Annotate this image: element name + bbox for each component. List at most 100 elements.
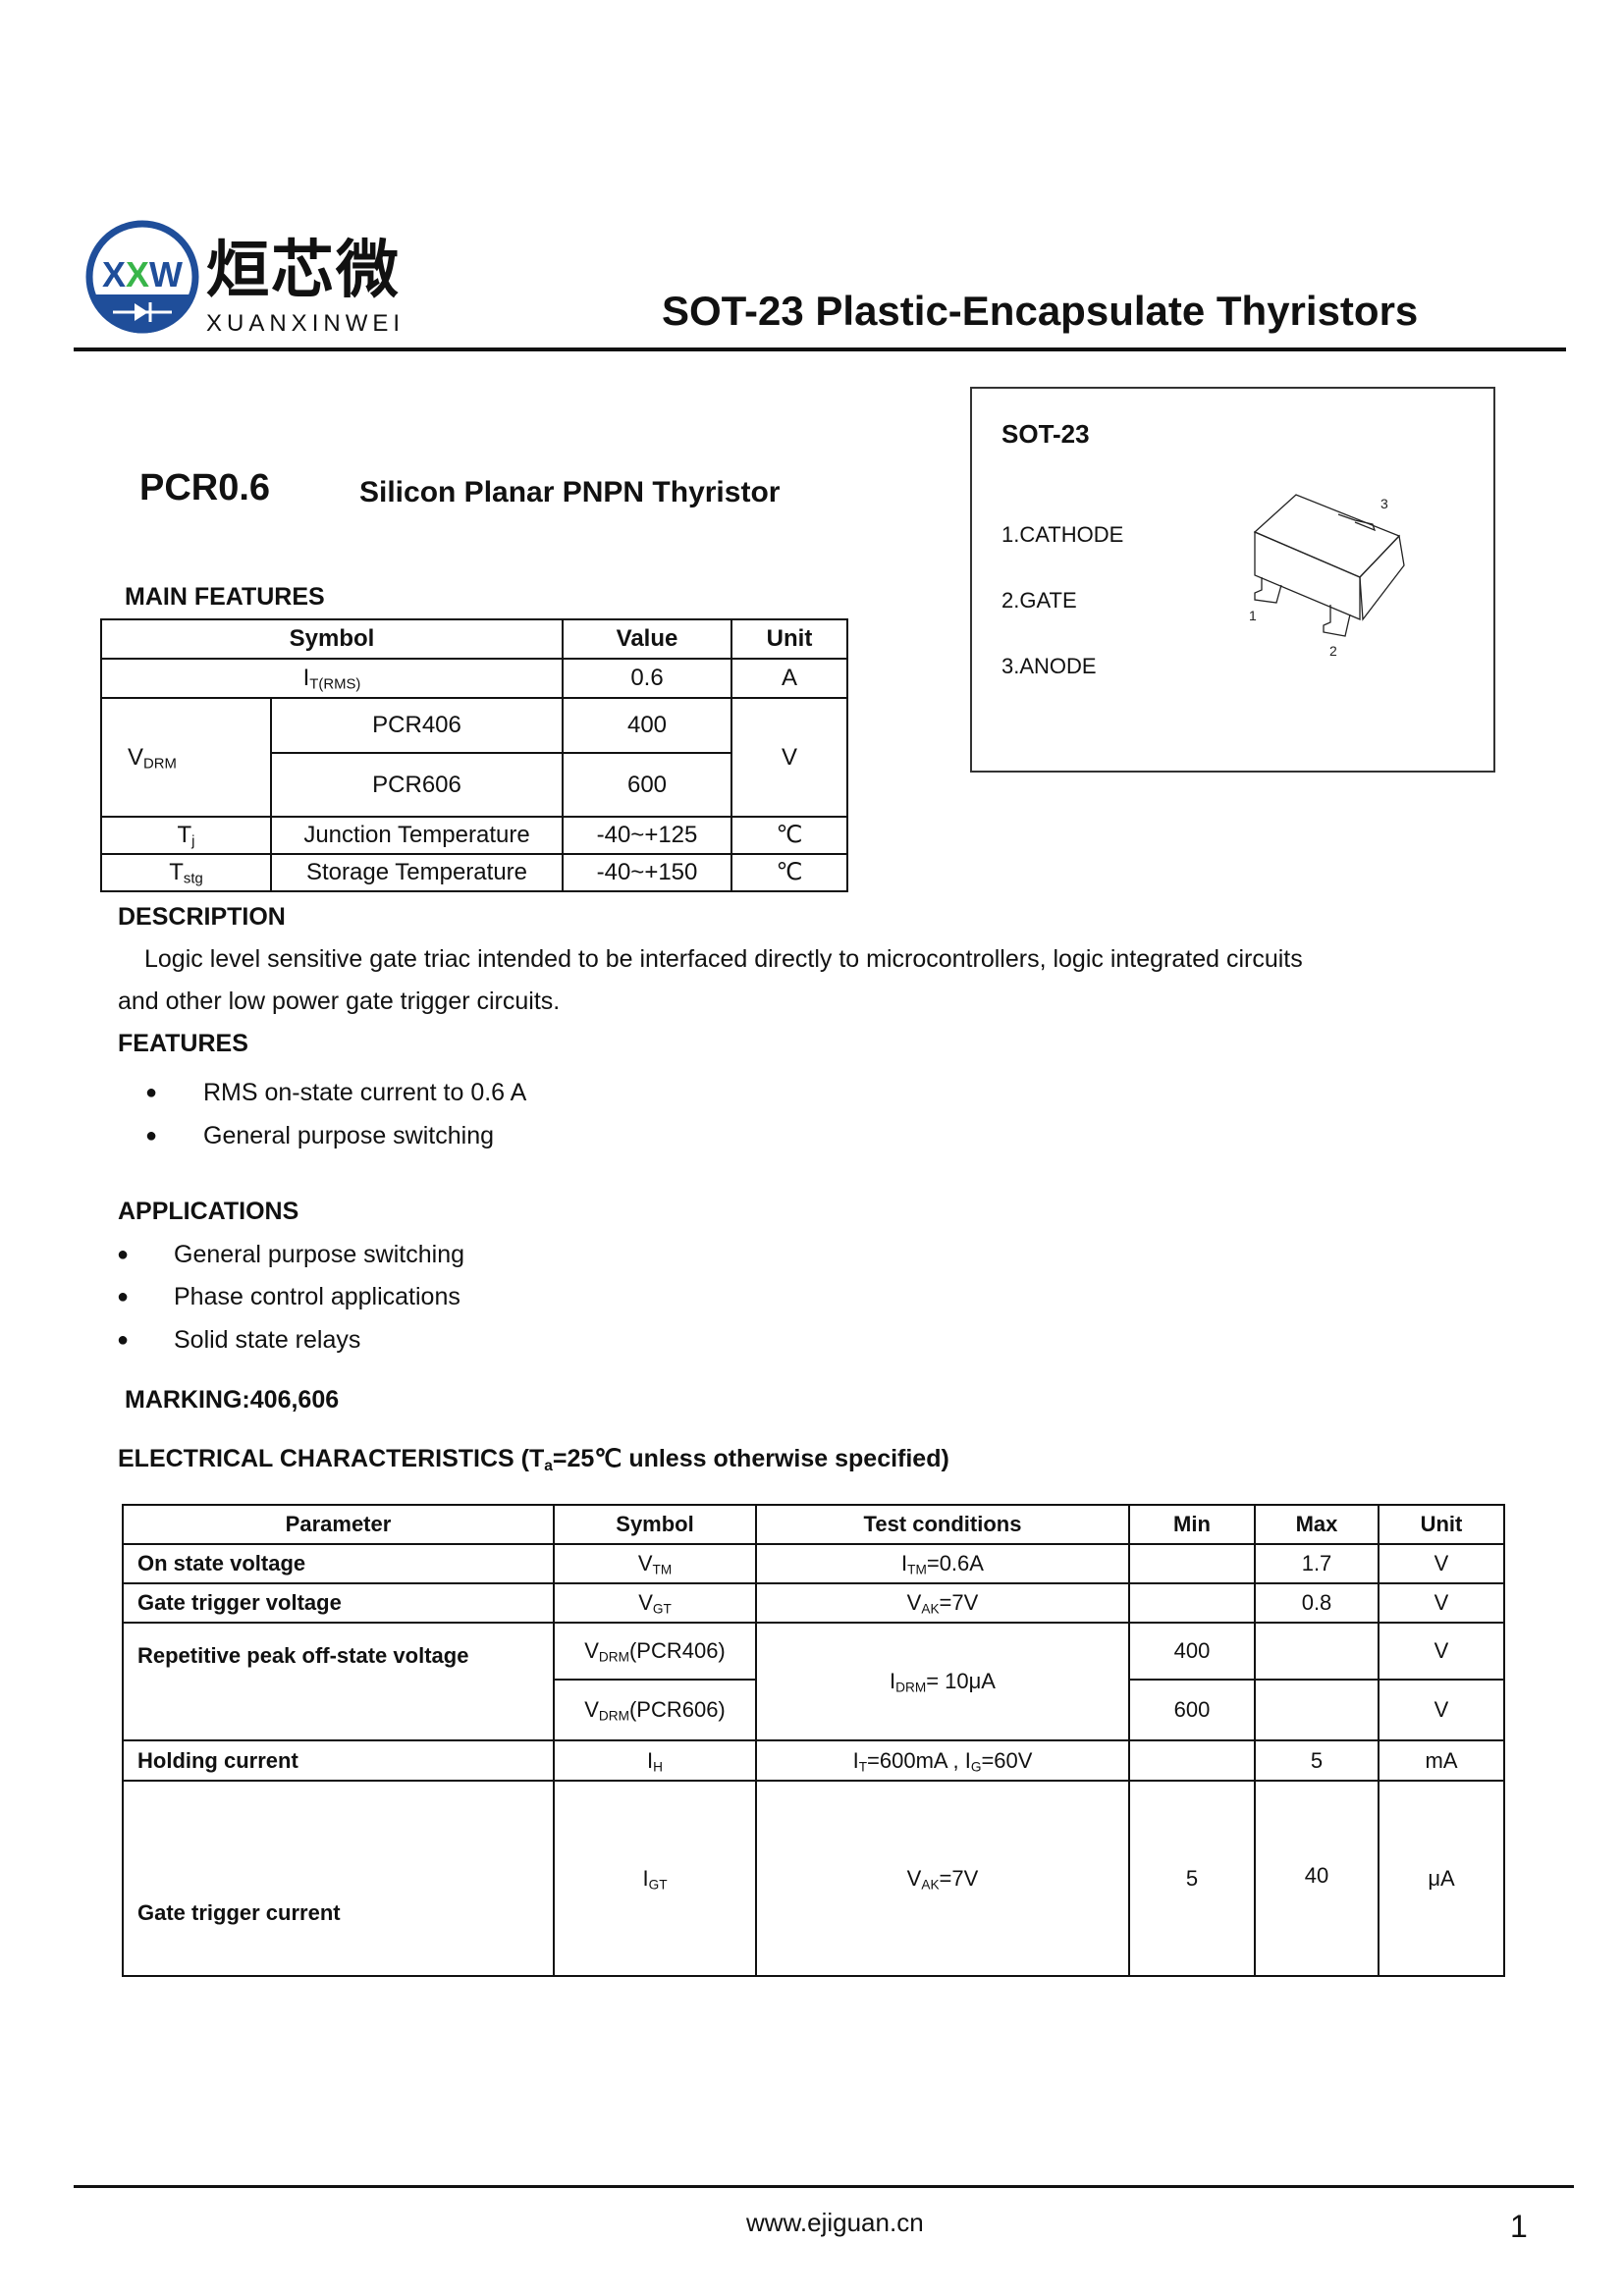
sot23-package-drawing: 3 1 2 bbox=[1249, 494, 1405, 659]
text-fragment: GT bbox=[652, 1601, 672, 1617]
text-fragment: AK bbox=[921, 1601, 940, 1617]
param-cell: On state voltage bbox=[122, 1543, 555, 1584]
text-fragment: V bbox=[906, 1865, 922, 1891]
header-unit: Unit bbox=[730, 618, 848, 660]
application-item: General purpose switching bbox=[174, 1241, 464, 1268]
table-row: Repetitive peak off-state voltage VDRM(P… bbox=[122, 1622, 1505, 1741]
unit-cell: A bbox=[730, 658, 848, 699]
main-features-table: Symbol Value Unit IT(RMS) 0.6 A VDRM PCR… bbox=[100, 618, 848, 892]
param-cell: Gate trigger voltage bbox=[122, 1582, 555, 1624]
value-cell: 0.6 bbox=[562, 658, 732, 699]
desc-cell: Storage Temperature bbox=[270, 853, 564, 892]
application-item: Solid state relays bbox=[174, 1326, 361, 1354]
footer-url[interactable]: www.ejiguan.cn bbox=[746, 2208, 924, 2237]
table-row: Gate trigger current IGT VAK=7V 5 40 μA bbox=[122, 1780, 1505, 1977]
value-cell: -40~+125 bbox=[562, 816, 732, 855]
param-cell: Holding current bbox=[122, 1739, 555, 1782]
text-fragment: G bbox=[970, 1759, 982, 1775]
text-fragment: DRM bbox=[895, 1680, 927, 1695]
header-symbol: Symbol bbox=[100, 618, 564, 660]
text-fragment: I bbox=[964, 1747, 971, 1773]
table-row: PCR606 600 bbox=[101, 752, 847, 818]
max-cell: 1.7 bbox=[1254, 1543, 1380, 1584]
max-cell: 0.8 bbox=[1254, 1582, 1380, 1624]
value-cell: 400 bbox=[562, 697, 732, 754]
pin-number-3: 3 bbox=[1380, 496, 1388, 511]
electrical-heading: ELECTRICAL CHARACTERISTICS (Ta=25℃ unles… bbox=[118, 1445, 949, 1473]
page-number: 1 bbox=[1510, 2209, 1528, 2244]
text-fragment: DRM bbox=[143, 756, 177, 773]
unit-cell: mA bbox=[1378, 1739, 1505, 1782]
text-fragment: TM bbox=[652, 1562, 673, 1577]
unit-cell: V bbox=[1378, 1543, 1505, 1584]
symbol-cell: VDRM(PCR606) bbox=[553, 1679, 757, 1741]
pin-3-label: 3.ANODE bbox=[1001, 654, 1097, 678]
symbol-cell: IT(RMS) bbox=[100, 658, 564, 699]
pin-1-label: 1.CATHODE bbox=[1001, 522, 1124, 547]
symbol-cell: VDRM(PCR406) bbox=[553, 1622, 757, 1681]
package-name: SOT-23 bbox=[1001, 419, 1090, 449]
text-fragment: ELECTRICAL CHARACTERISTICS (T bbox=[118, 1445, 545, 1472]
text-fragment: =7V bbox=[939, 1865, 979, 1891]
page-title: SOT-23 Plastic-Encapsulate Thyristors bbox=[662, 288, 1419, 334]
min-cell bbox=[1128, 1739, 1256, 1782]
text-fragment: = 10μA bbox=[926, 1669, 996, 1694]
bullet-icon: ● bbox=[117, 1244, 130, 1265]
symbol-cell: IGT bbox=[553, 1780, 757, 1977]
text-fragment: V bbox=[584, 1638, 599, 1664]
text-fragment: V bbox=[128, 743, 144, 771]
table-row: On state voltage VTM ITM=0.6A 1.7 V bbox=[122, 1543, 1505, 1584]
header-unit: Unit bbox=[1378, 1504, 1505, 1545]
condition-cell: VAK=7V bbox=[755, 1780, 1130, 1977]
unit-cell: μA bbox=[1378, 1780, 1505, 1977]
header-symbol: Symbol bbox=[553, 1504, 757, 1545]
logo-chinese-name: 烜芯微 bbox=[206, 235, 401, 307]
min-cell: 400 bbox=[1128, 1622, 1256, 1681]
header-rule bbox=[74, 347, 1566, 351]
main-features-heading: MAIN FEATURES bbox=[125, 583, 325, 611]
text-fragment: I bbox=[647, 1747, 654, 1773]
param-cell: Gate trigger current bbox=[122, 1780, 555, 1977]
text-fragment: AK bbox=[921, 1877, 940, 1893]
symbol-cell: IH bbox=[553, 1739, 757, 1782]
applications-heading: APPLICATIONS bbox=[118, 1198, 299, 1225]
param-cell: Repetitive peak off-state voltage bbox=[122, 1622, 555, 1741]
max-cell: 40 bbox=[1254, 1780, 1380, 1977]
text-fragment: H bbox=[653, 1759, 663, 1775]
svg-text:XXW: XXW bbox=[102, 254, 183, 294]
text-fragment: I bbox=[302, 665, 310, 692]
feature-item: General purpose switching bbox=[203, 1122, 494, 1149]
electrical-characteristics-table: Parameter Symbol Test conditions Min Max… bbox=[122, 1504, 1505, 1977]
desc-cell: Junction Temperature bbox=[270, 816, 564, 855]
text-fragment: I bbox=[852, 1747, 859, 1773]
table-row: Gate trigger voltage VGT VAK=7V 0.8 V bbox=[122, 1582, 1505, 1624]
feature-item: RMS on-state current to 0.6 A bbox=[203, 1079, 527, 1106]
table-row: VDRM PCR406 400 V bbox=[100, 697, 848, 818]
text-fragment: =60V bbox=[981, 1747, 1033, 1773]
text-fragment: (PCR606) bbox=[628, 1697, 726, 1723]
symbol-cell: VGT bbox=[553, 1582, 757, 1624]
text-fragment: I bbox=[890, 1669, 896, 1694]
text-fragment: (PCR406) bbox=[628, 1638, 726, 1664]
text-fragment: I bbox=[642, 1865, 649, 1891]
unit-cell: V bbox=[1378, 1582, 1505, 1624]
unit-cell: ℃ bbox=[730, 816, 848, 855]
table-row: VDRM(PCR606) 600 V bbox=[123, 1679, 1505, 1741]
description-line-1: Logic level sensitive gate triac intende… bbox=[144, 945, 1303, 973]
unit-cell: V bbox=[730, 697, 848, 818]
part-number: PCR0.6 bbox=[139, 467, 271, 508]
text-fragment: DRM bbox=[598, 1708, 629, 1724]
max-cell: 5 bbox=[1254, 1739, 1380, 1782]
text-fragment: =600mA , bbox=[867, 1747, 965, 1773]
text-fragment: V bbox=[584, 1697, 599, 1723]
min-cell bbox=[1128, 1543, 1256, 1584]
text-fragment: =25℃ unless otherwise specified) bbox=[552, 1445, 949, 1472]
text-fragment: T(RMS) bbox=[309, 676, 361, 693]
max-cell bbox=[1254, 1622, 1380, 1681]
part-cell: PCR406 bbox=[270, 697, 564, 754]
table-header-row: Symbol Value Unit bbox=[100, 618, 848, 660]
table-header-row: Parameter Symbol Test conditions Min Max… bbox=[122, 1504, 1505, 1545]
symbol-cell: Tstg bbox=[100, 853, 272, 892]
pin-2-label: 2.GATE bbox=[1001, 588, 1077, 613]
logo-mark-icon: XXW bbox=[85, 220, 199, 334]
